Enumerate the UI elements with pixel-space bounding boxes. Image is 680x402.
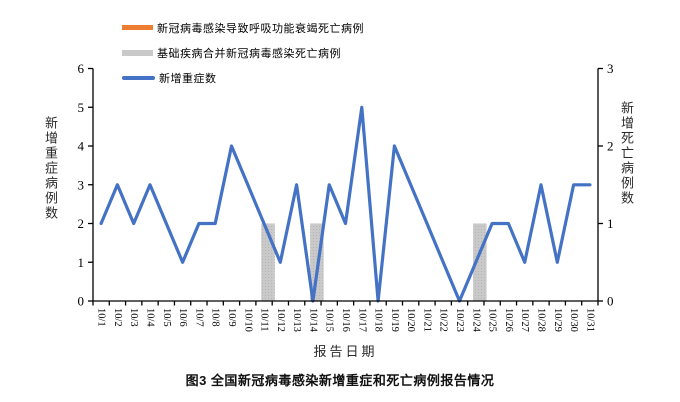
right-axis-title: 新增死亡病例数 xyxy=(619,101,634,206)
severe-cases-polyline xyxy=(99,105,592,303)
x-axis-category-label: 10/31 xyxy=(584,308,595,332)
left-axis-tick-label: 6 xyxy=(78,61,85,76)
left-axis-tick-label: 1 xyxy=(78,255,85,270)
x-axis-category-label: 10/10 xyxy=(242,308,253,332)
left-axis-tick-label: 2 xyxy=(78,216,85,231)
left-axis-tick-label: 4 xyxy=(78,139,85,154)
right-axis-tick-label: 2 xyxy=(607,139,614,154)
x-axis-category-label: 10/24 xyxy=(470,308,481,333)
orange-bar-swatch-icon xyxy=(122,25,153,30)
x-axis-category-label: 10/13 xyxy=(291,308,302,332)
legend-label: 新增重症数 xyxy=(159,72,217,85)
x-axis-category-label: 10/1 xyxy=(96,308,107,327)
severe-cases-line xyxy=(99,105,592,303)
x-axis-category-label: 10/7 xyxy=(193,308,204,327)
x-axis-category-label: 10/25 xyxy=(487,308,498,332)
right-axis-tick-label: 1 xyxy=(607,216,614,231)
figure-caption: 图3 全国新冠病毒感染新增重症和死亡病例报告情况 xyxy=(185,373,495,388)
legend-item-respiratory-failure-deaths: 新冠病毒感染导致呼吸功能衰竭死亡病例 xyxy=(122,20,364,35)
x-axis-category-label: 10/23 xyxy=(454,308,465,332)
x-axis-category-label: 10/26 xyxy=(503,308,514,332)
x-axis-category-label: 10/14 xyxy=(307,308,318,333)
x-axis-title: 报告日期 xyxy=(313,344,378,359)
left-axis-tick-label: 5 xyxy=(78,100,85,115)
right-axis-tick-label: 0 xyxy=(607,294,614,309)
x-axis-category-label: 10/20 xyxy=(405,308,416,332)
right-axis-tick-label: 3 xyxy=(607,61,614,76)
legend-item-underlying-disease-deaths: 基础疾病合并新冠病毒感染死亡病例 xyxy=(122,45,364,60)
x-axis-category-label: 10/16 xyxy=(340,308,351,332)
axes: 0 1 2 3 4 5 6 0 1 2 3 10/1 10/2 10/3 10/4 10/5 10/6 10/7 1… xyxy=(78,61,614,333)
x-axis-category-label: 10/21 xyxy=(421,308,432,332)
x-axis-category-label: 10/27 xyxy=(519,308,530,332)
left-axis-tick-label: 3 xyxy=(78,177,85,192)
x-axis-category-label: 10/12 xyxy=(275,308,286,332)
x-axis-category-label: 10/29 xyxy=(552,308,563,332)
chart-legend: 新冠病毒感染导致呼吸功能衰竭死亡病例 基础疾病合并新冠病毒感染死亡病例 新增重症… xyxy=(122,20,364,95)
x-axis-category-label: 10/3 xyxy=(128,308,139,327)
x-axis-category-label: 10/17 xyxy=(356,308,367,332)
x-axis-category-label: 10/2 xyxy=(112,308,123,327)
gray-bar-swatch-icon xyxy=(122,49,153,56)
x-axis-category-label: 10/28 xyxy=(535,308,546,332)
x-axis-category-label: 10/4 xyxy=(145,308,156,327)
x-axis-category-label: 10/18 xyxy=(373,308,384,332)
x-axis-category-label: 10/15 xyxy=(324,308,335,332)
x-axis-category-label: 10/30 xyxy=(568,308,579,332)
x-axis-category-label: 10/5 xyxy=(161,308,172,327)
x-axis-category-label: 10/9 xyxy=(226,308,237,327)
x-axis-category-label: 10/22 xyxy=(438,308,449,332)
left-axis-title: 新增重症病例数 xyxy=(43,116,58,221)
left-axis-tick-label: 0 xyxy=(78,294,85,309)
legend-item-new-severe-cases: 新增重症数 xyxy=(122,70,364,85)
blue-line-swatch-icon xyxy=(122,75,155,80)
x-axis-category-label: 10/8 xyxy=(210,308,221,327)
legend-label: 基础疾病合并新冠病毒感染死亡病例 xyxy=(157,47,341,60)
x-axis-category-label: 10/19 xyxy=(389,308,400,332)
x-axis-category-label: 10/11 xyxy=(259,308,270,332)
legend-label: 新冠病毒感染导致呼吸功能衰竭死亡病例 xyxy=(157,22,364,35)
x-axis-category-label: 10/6 xyxy=(177,308,188,327)
